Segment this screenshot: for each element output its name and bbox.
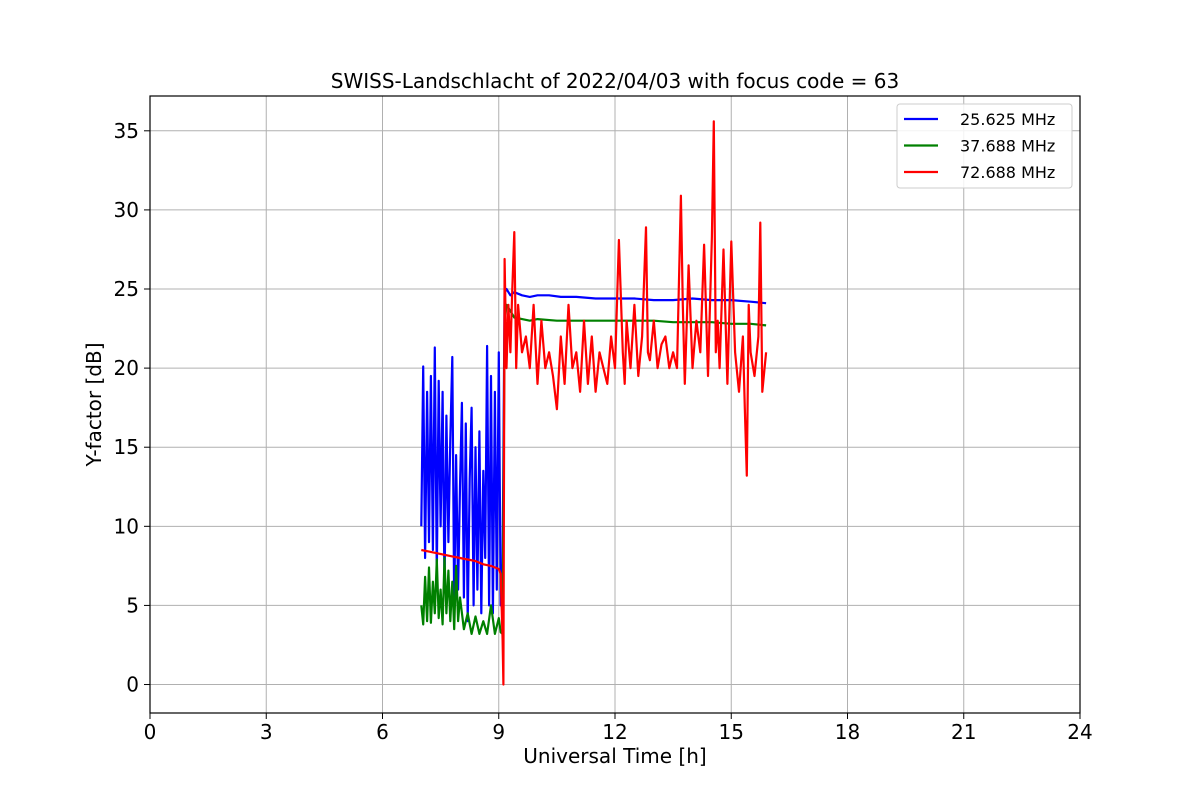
x-tick-label: 15 [719, 720, 744, 744]
series-line-1 [420, 287, 767, 623]
x-tick-label: 9 [492, 720, 505, 744]
series-line-3 [421, 120, 768, 686]
y-tick-label: 35 [114, 119, 139, 143]
x-tick-label: 12 [602, 720, 627, 744]
y-tick-label: 0 [126, 673, 139, 697]
chart-title: SWISS-Landschlacht of 2022/04/03 with fo… [331, 69, 899, 93]
series-line-2 [420, 303, 767, 636]
legend-label-1: 25.625 MHz [960, 110, 1055, 129]
legend-label-2: 37.688 MHz [960, 137, 1055, 156]
legend-label-3: 72.688 MHz [960, 163, 1055, 182]
y-tick-label: 5 [126, 593, 139, 617]
x-tick-label: 21 [951, 720, 976, 744]
legend-box [896, 103, 1073, 189]
plot-series [420, 120, 768, 686]
x-tick-label: 3 [260, 720, 273, 744]
y-axis-title: Y-factor [dB] [82, 342, 106, 467]
x-tick-label: 0 [144, 720, 157, 744]
x-tick-label: 6 [376, 720, 389, 744]
y-tick-label: 20 [114, 356, 139, 380]
legend: 25.625 MHz 37.688 MHz 72.688 MHz [896, 103, 1073, 189]
x-tick-label: 24 [1067, 720, 1092, 744]
y-tick-label: 30 [114, 198, 139, 222]
y-tick-label: 10 [114, 514, 139, 538]
y-tick-label: 15 [114, 435, 139, 459]
x-tick-label: 18 [835, 720, 860, 744]
ticks: 0 3 6 9 12 15 18 21 24 0 5 10 15 20 25 30 35 [114, 119, 1093, 744]
y-tick-label: 25 [114, 277, 139, 301]
x-axis-title: Universal Time [h] [523, 744, 706, 768]
